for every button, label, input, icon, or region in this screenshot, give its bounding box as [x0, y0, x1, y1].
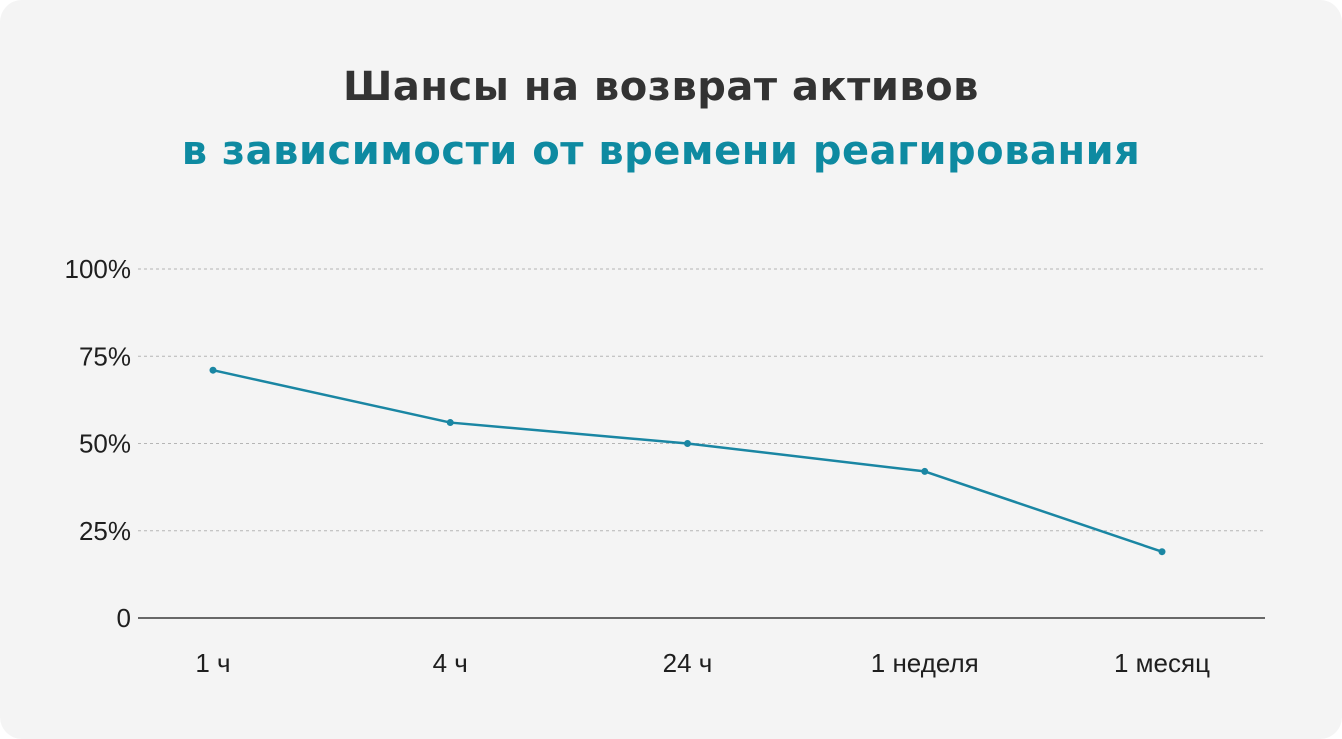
x-tick-label: 24 ч: [663, 648, 713, 678]
data-point: [1158, 548, 1166, 556]
y-tick-label: 0: [117, 603, 131, 633]
data-series: [211, 368, 1164, 553]
x-tick-label: 1 месяц: [1114, 648, 1210, 678]
y-tick-label: 100%: [65, 254, 132, 284]
data-point: [921, 467, 929, 475]
gridlines: [138, 268, 1265, 532]
data-point: [209, 366, 217, 374]
y-tick-label: 25%: [79, 516, 131, 546]
x-axis-tick-labels: 1 ч 4 ч 24 ч 1 неделя 1 месяц: [195, 648, 1210, 678]
chart-title: Шансы на возврат активов: [343, 64, 979, 110]
x-tick-label: 1 неделя: [871, 648, 979, 678]
series-line: [211, 368, 1164, 553]
y-tick-label: 50%: [79, 429, 131, 459]
y-tick-label: 75%: [79, 341, 131, 371]
data-points: [209, 366, 1166, 556]
y-axis-tick-labels: 0 25% 50% 75% 100%: [65, 254, 132, 633]
x-tick-label: 4 ч: [433, 648, 468, 678]
data-point: [446, 419, 454, 427]
chart-subtitle: в зависимости от времени реагирования: [181, 128, 1141, 174]
x-tick-label: 1 ч: [195, 648, 230, 678]
data-point: [684, 440, 691, 447]
